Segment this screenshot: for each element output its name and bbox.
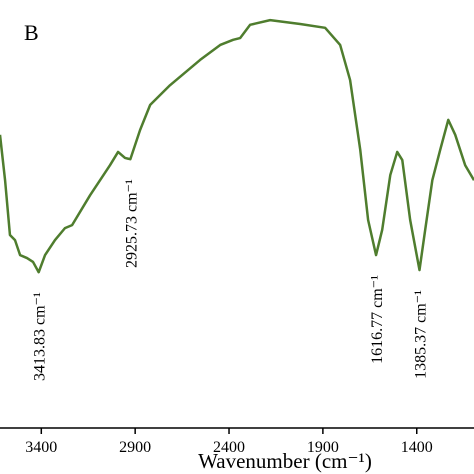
x-tick-label: 2400 [213, 439, 245, 456]
x-tick-label: 1900 [307, 439, 339, 456]
x-axis-label: Wavenumber (cm⁻¹) [198, 449, 372, 473]
peak-annotation: 1616.77 cm⁻¹ [369, 275, 386, 364]
peak-annotation: 1385.37 cm⁻¹ [412, 290, 429, 379]
panel-label: B [24, 20, 39, 45]
peak-annotation: 2925.73 cm⁻¹ [123, 179, 140, 268]
x-tick-label: 3400 [25, 439, 57, 456]
x-tick-label: 2900 [119, 439, 151, 456]
spectrum-line [0, 18, 474, 274]
peak-annotation: 3413.83 cm⁻¹ [32, 292, 49, 381]
x-tick-label: 1400 [401, 439, 433, 456]
